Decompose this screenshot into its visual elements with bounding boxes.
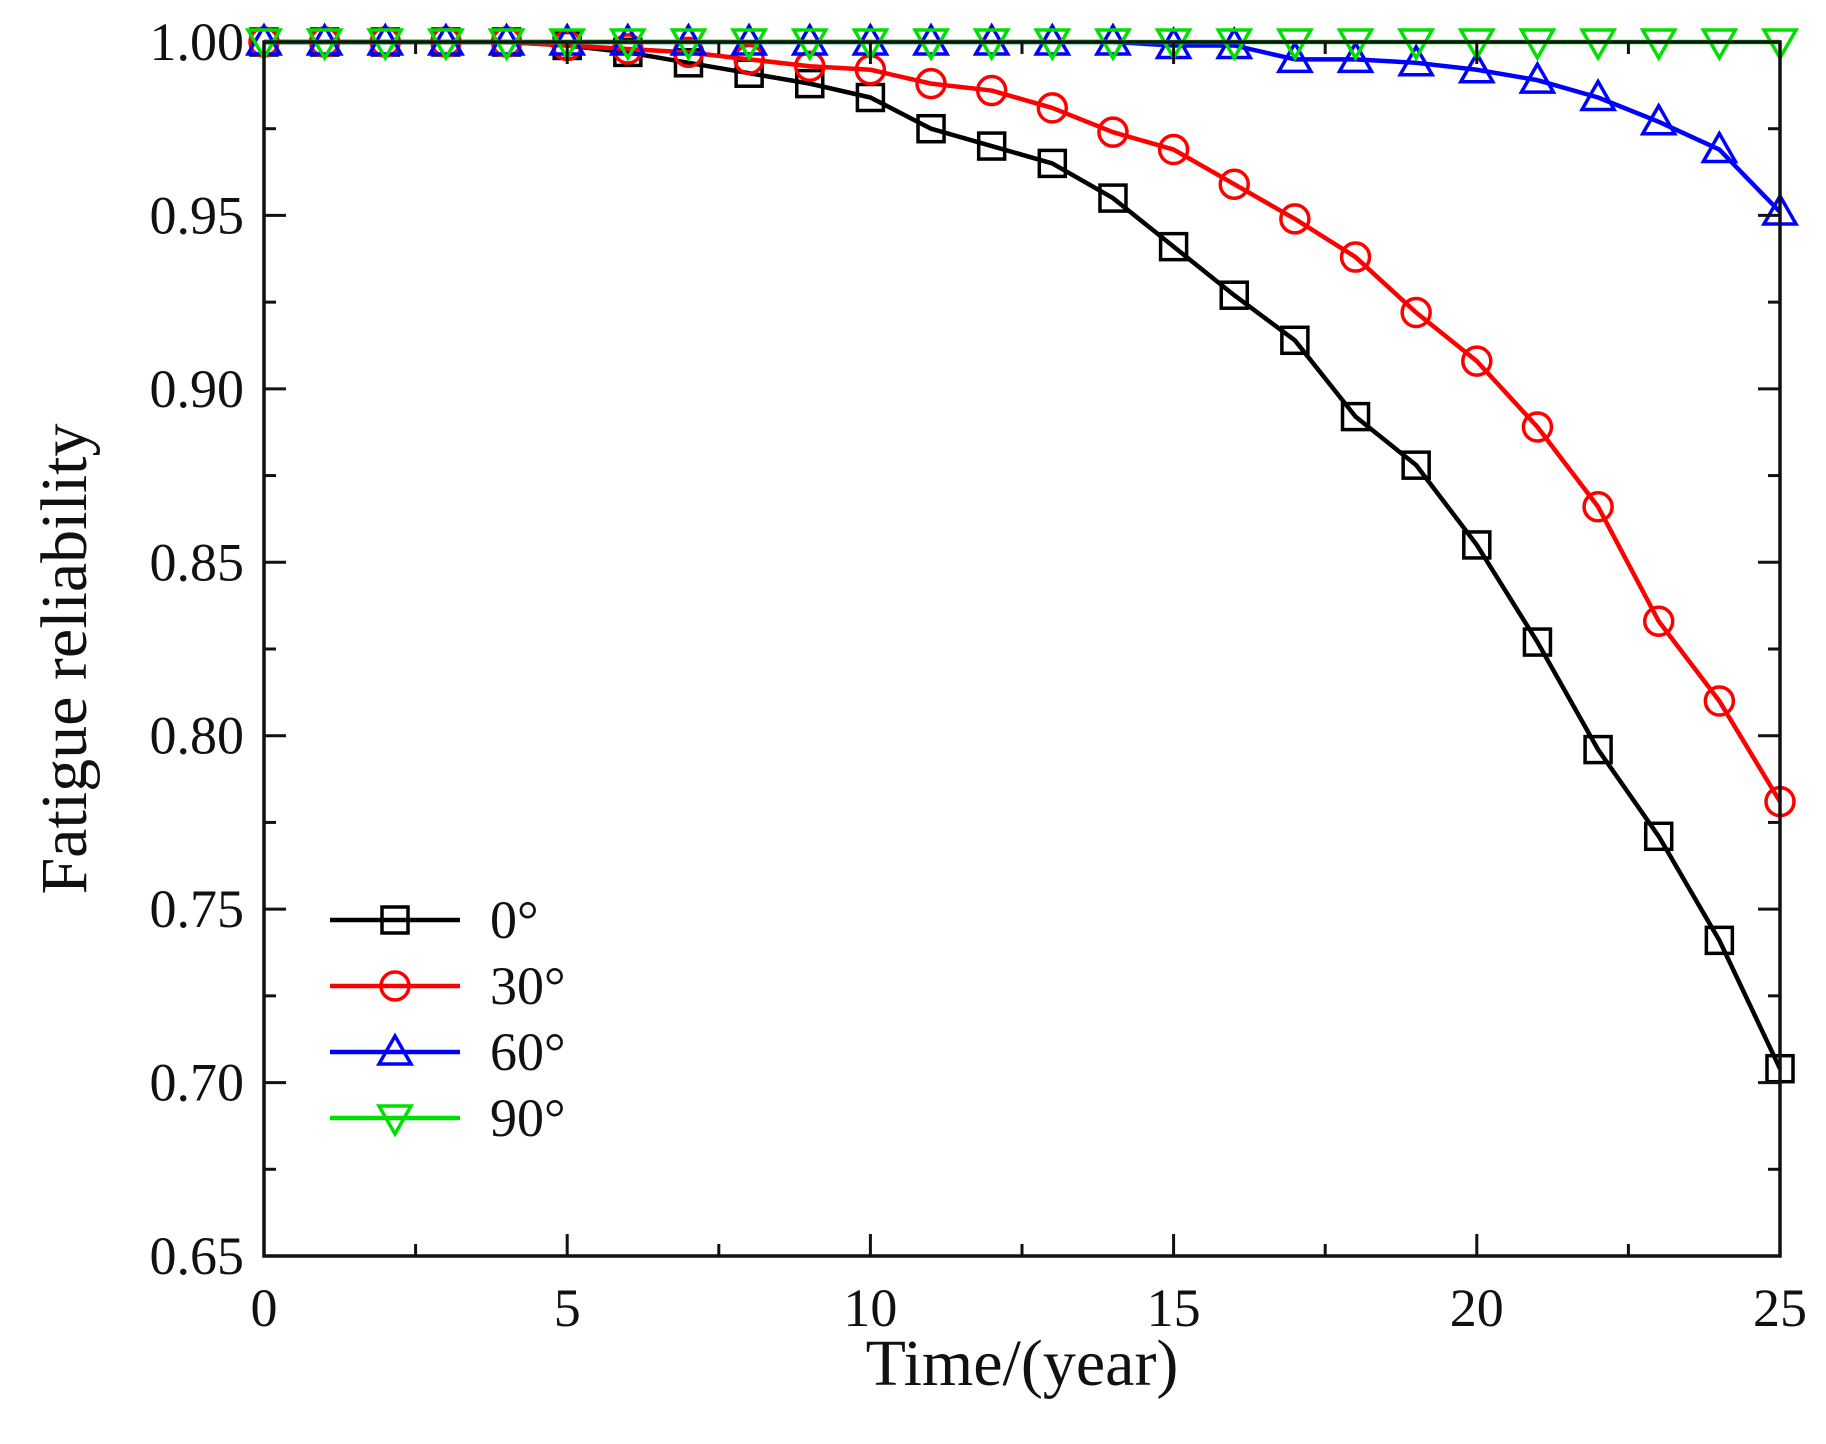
data-point-s1-x24	[1703, 685, 1736, 717]
data-point-s0-x17	[1280, 325, 1310, 356]
series-2	[244, 22, 1800, 226]
y-tick-label-0.95: 0.95	[150, 185, 245, 245]
data-point-s1-x19	[1400, 296, 1432, 329]
x-tick-label-0: 0	[251, 1278, 278, 1338]
data-point-s0-x15	[1158, 231, 1189, 262]
data-point-s3-x4	[487, 28, 526, 62]
data-point-s3-x8	[730, 28, 769, 62]
data-point-s1-x16	[1218, 168, 1250, 200]
legend-label-3: 90°	[490, 1088, 566, 1148]
data-point-s3-x20	[1457, 28, 1496, 62]
data-point-s1-x23	[1642, 605, 1675, 638]
series-line-2	[264, 39, 1782, 214]
data-point-s3-x17	[1275, 28, 1314, 62]
data-point-s0-x12	[976, 131, 1007, 161]
series-layer	[244, 22, 1800, 1084]
data-point-s1-x20	[1461, 345, 1493, 377]
x-tick-label-25: 25	[1753, 1278, 1807, 1338]
data-point-s1-x13	[1036, 92, 1069, 124]
x-tick-label-20: 20	[1450, 1278, 1504, 1338]
data-point-s0-x23	[1643, 821, 1674, 852]
data-point-s1-x18	[1339, 241, 1372, 273]
data-point-s0-x9	[795, 68, 825, 99]
data-point-s0-x24	[1704, 925, 1735, 956]
data-point-s3-x18	[1336, 28, 1375, 62]
data-point-s1-x17	[1279, 203, 1311, 235]
y-tick-label-0.9: 0.90	[150, 359, 245, 419]
data-point-s3-x10	[851, 28, 890, 62]
data-point-s3-x11	[912, 28, 951, 62]
x-axis-title: Time/(year)	[866, 1327, 1179, 1400]
data-point-s3-x1	[305, 28, 344, 62]
x-tick-label-10: 10	[843, 1278, 897, 1338]
legend-label-2: 60°	[490, 1022, 566, 1082]
data-point-s2-x19	[1397, 43, 1436, 77]
data-point-s0-x20	[1462, 530, 1492, 560]
legend-label-1: 30°	[490, 956, 566, 1016]
legend-marker-3	[375, 1104, 415, 1138]
y-axis-title: Fatigue reliability	[28, 423, 101, 894]
data-point-s0-x16	[1219, 280, 1249, 310]
series-0	[249, 27, 1795, 1084]
data-point-s3-x23	[1639, 28, 1678, 62]
data-point-s2-x20	[1457, 50, 1496, 84]
data-point-s1-x21	[1521, 411, 1554, 443]
y-tick-label-0.75: 0.75	[150, 879, 245, 939]
y-tick-label-1: 1.00	[150, 12, 245, 72]
data-point-s3-x16	[1215, 28, 1254, 62]
data-point-s3-x14	[1093, 28, 1132, 62]
y-tick-label-0.65: 0.65	[150, 1226, 245, 1286]
data-point-s2-x23	[1639, 102, 1678, 136]
data-point-s1-x12	[975, 74, 1008, 107]
data-point-s3-x12	[972, 28, 1011, 62]
data-point-s3-x2	[366, 28, 405, 62]
data-point-s0-x7	[673, 48, 704, 78]
data-point-s3-x5	[548, 28, 587, 62]
data-point-s1-x8	[733, 43, 765, 76]
data-point-s2-x18	[1336, 39, 1375, 74]
y-tick-label-0.85: 0.85	[150, 532, 245, 592]
data-point-s0-x13	[1037, 148, 1068, 179]
data-point-s0-x18	[1340, 401, 1371, 432]
x-tick-label-5: 5	[554, 1278, 581, 1338]
data-point-s1-x14	[1097, 116, 1129, 148]
data-point-s3-x0	[244, 28, 284, 62]
ticks-layer: 0 5 10 15 20 25 0.65 0.70 0.75 0.80 0.85 0.90 0.95 1.…	[150, 12, 1808, 1338]
data-point-s2-x17	[1275, 39, 1314, 74]
legend-label-0: 0°	[490, 890, 539, 950]
data-point-s3-x25	[1760, 28, 1800, 62]
data-point-s1-x15	[1157, 133, 1190, 166]
y-tick-label-0.7: 0.70	[150, 1053, 245, 1113]
y-tick-label-0.8: 0.80	[150, 706, 245, 766]
data-point-s3-x7	[669, 28, 708, 62]
legend-marker-0	[380, 905, 410, 935]
data-point-s0-x19	[1401, 450, 1431, 480]
data-point-s1-x11	[915, 67, 947, 100]
legend-marker-2	[375, 1032, 415, 1066]
data-point-s3-x13	[1033, 28, 1072, 62]
data-point-s2-x21	[1518, 60, 1557, 94]
data-point-s2-x22	[1579, 77, 1618, 112]
data-point-s3-x9	[790, 28, 829, 62]
data-point-s3-x24	[1700, 28, 1739, 62]
legend: 0°30°60°90°	[330, 890, 566, 1148]
data-point-s3-x19	[1397, 28, 1436, 62]
data-point-s0-x11	[916, 113, 946, 144]
legend-marker-1	[379, 970, 411, 1002]
data-point-s3-x21	[1518, 28, 1557, 62]
series-1	[248, 26, 1796, 818]
data-point-s3-x22	[1579, 28, 1618, 62]
data-point-s0-x21	[1522, 627, 1553, 657]
data-point-s0-x22	[1583, 734, 1613, 765]
data-point-s0-x14	[1098, 183, 1128, 213]
data-point-s1-x22	[1582, 491, 1614, 523]
data-point-s3-x3	[426, 28, 465, 62]
x-tick-label-15: 15	[1147, 1278, 1201, 1338]
data-point-s3-x15	[1154, 28, 1193, 62]
data-point-s3-x6	[608, 28, 647, 62]
data-point-s2-x24	[1700, 129, 1739, 164]
